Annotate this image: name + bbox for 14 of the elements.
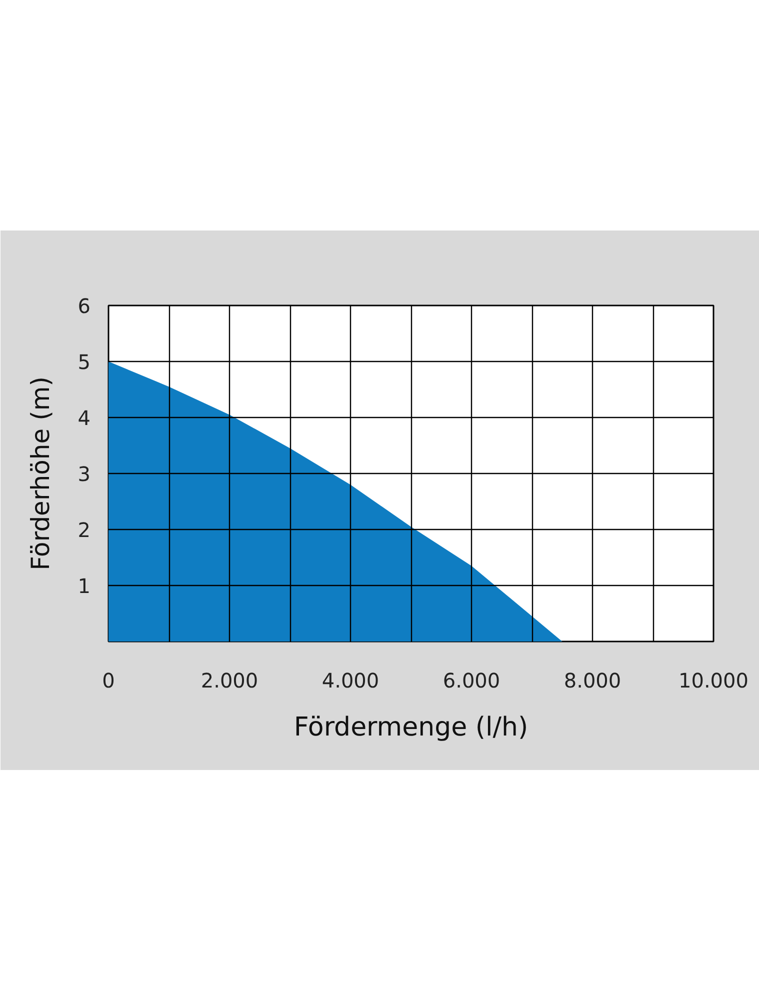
y-tick-label: 5 — [78, 350, 91, 374]
x-tick-label: 4.000 — [322, 668, 380, 692]
y-tick-label: 1 — [78, 574, 91, 598]
y-tick-label: 2 — [78, 518, 91, 542]
x-axis-title: Fördermenge (l/h) — [294, 712, 528, 742]
x-tick-label: 6.000 — [442, 668, 500, 692]
y-tick-label: 6 — [78, 294, 91, 318]
x-tick-label: 8.000 — [564, 668, 622, 692]
x-tick-label: 2.000 — [200, 668, 258, 692]
x-tick-label: 0 — [102, 668, 115, 692]
y-tick-label: 4 — [78, 406, 91, 430]
x-tick-label: 10.000 — [678, 668, 748, 692]
y-tick-label: 3 — [78, 462, 91, 486]
y-axis-title: Förderhöhe (m) — [26, 376, 55, 570]
